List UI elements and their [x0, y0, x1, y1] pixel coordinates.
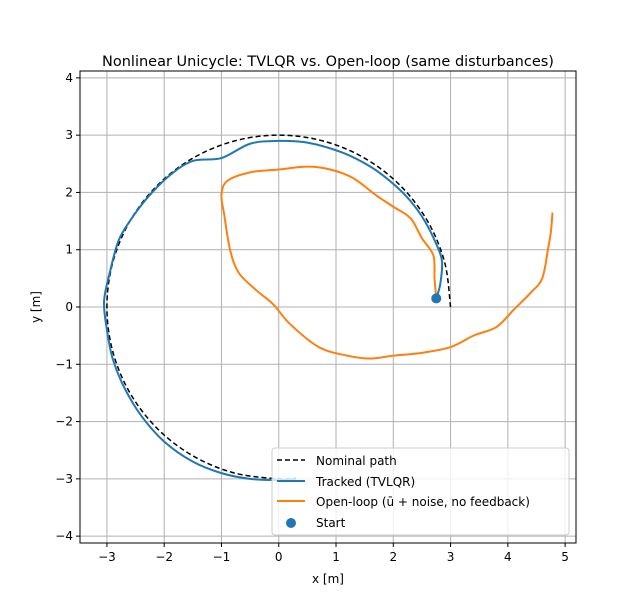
y-tick-label: −4 — [55, 529, 73, 543]
y-tick-label: −1 — [55, 357, 73, 371]
x-tick-label: 2 — [389, 550, 397, 564]
x-tick-label: 0 — [275, 550, 283, 564]
legend-swatch-start — [286, 518, 296, 528]
y-tick-label: 0 — [65, 300, 73, 314]
x-tick-label: 1 — [332, 550, 340, 564]
plot-frame — [79, 70, 577, 544]
legend-box — [271, 447, 570, 536]
y-tick-label: 2 — [65, 185, 73, 199]
x-tick-label: −2 — [155, 550, 173, 564]
x-axis-label: x [m] — [312, 572, 344, 586]
open-loop-line — [220, 165, 554, 360]
chart-title: Nonlinear Unicycle: TVLQR vs. Open-loop … — [102, 54, 554, 70]
x-tick-label: −3 — [98, 550, 116, 564]
y-tick-label: 3 — [65, 128, 73, 142]
series-lines — [102, 134, 554, 481]
legend-label-nominal: Nominal path — [316, 454, 397, 468]
legend-label-open-loop: Open-loop (ū + noise, no feedback) — [316, 495, 530, 509]
grid — [80, 71, 576, 543]
x-tick-label: 4 — [504, 550, 512, 564]
y-tick-label: −2 — [55, 415, 73, 429]
y-tick-label: 4 — [65, 71, 73, 85]
y-axis-ticks: −4 −3 −2 −1 0 1 2 3 4 — [55, 71, 80, 543]
start-marker — [431, 293, 442, 304]
x-axis-ticks: −3 −2 −1 0 1 2 3 4 5 — [98, 543, 569, 564]
y-tick-label: 1 — [65, 243, 73, 257]
y-axis-label: y [m] — [29, 291, 43, 323]
legend-label-tracked: Tracked (TVLQR) — [315, 475, 415, 489]
legend: Nominal path Tracked (TVLQR) Open-loop (… — [271, 447, 570, 536]
y-tick-label: −3 — [55, 472, 73, 486]
x-tick-label: 5 — [561, 550, 569, 564]
legend-label-start: Start — [316, 516, 346, 530]
x-tick-label: −1 — [213, 550, 231, 564]
tracked-line — [102, 139, 444, 481]
x-tick-label: 3 — [447, 550, 455, 564]
